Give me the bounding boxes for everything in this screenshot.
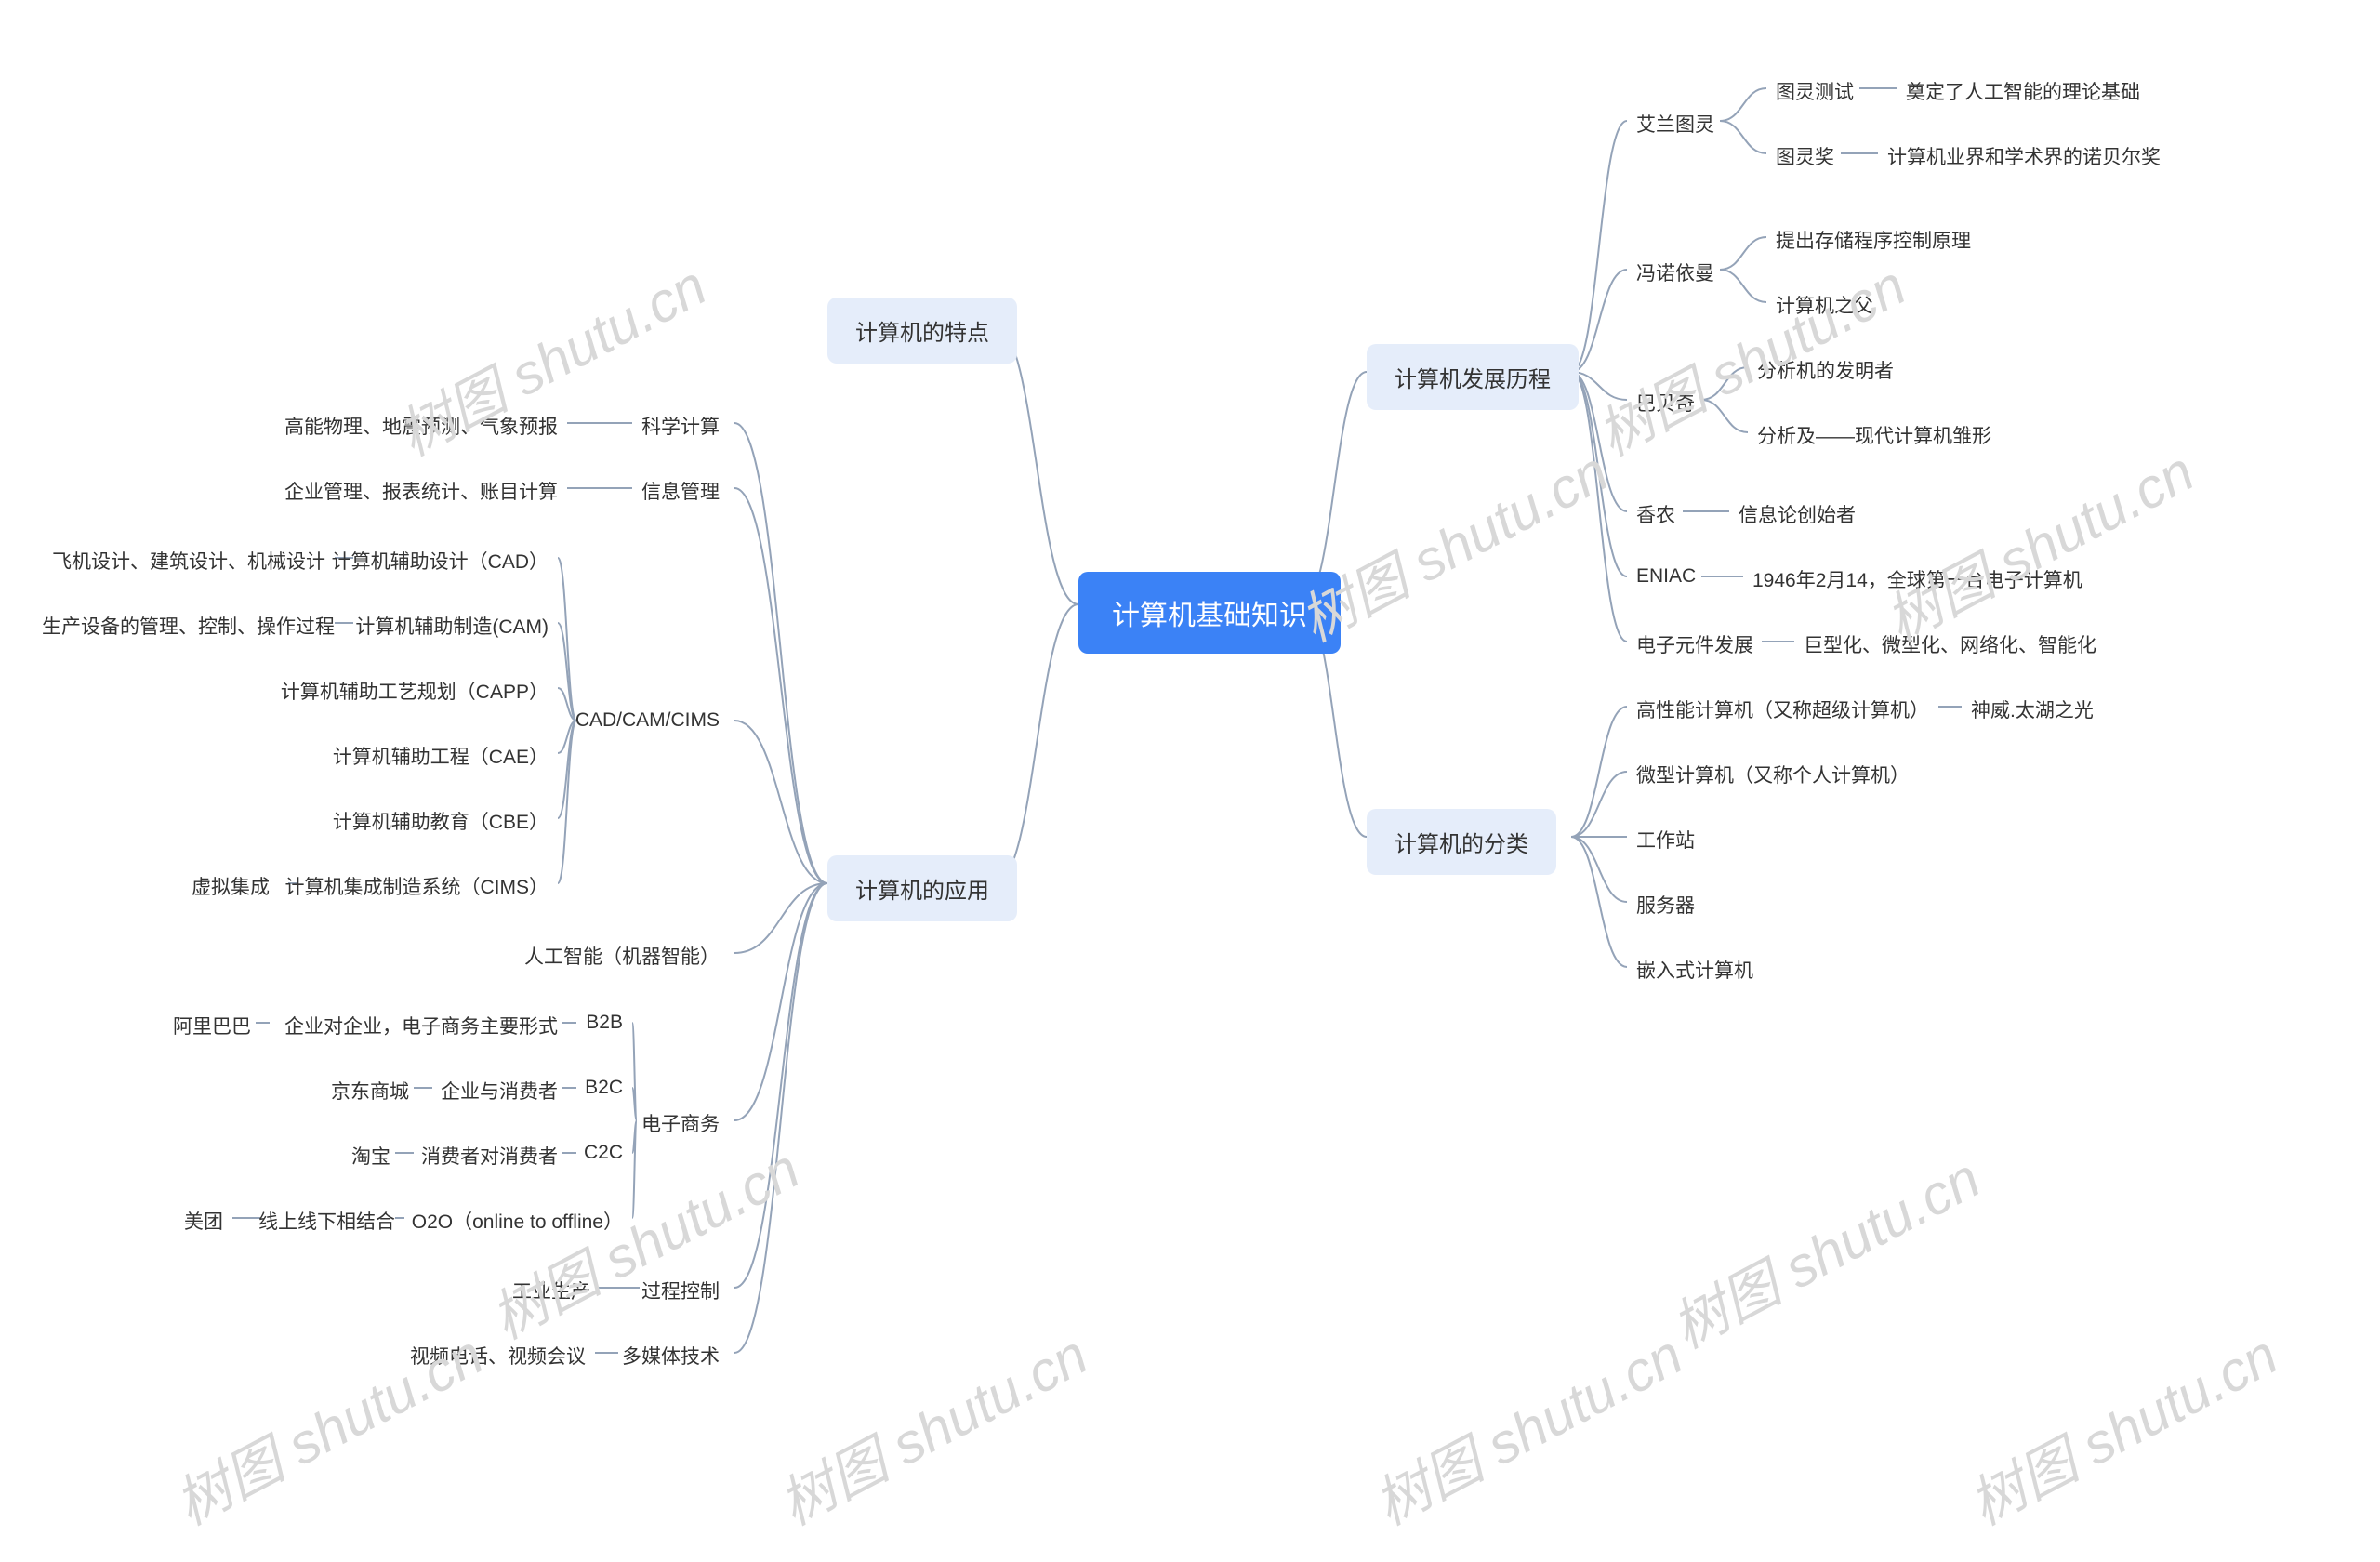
branch-features[interactable]: 计算机的特点 xyxy=(827,298,1017,364)
leaf-cae[interactable]: 计算机辅助工程（CAE） xyxy=(333,742,549,770)
leaf-c2c-desc[interactable]: 消费者对消费者 xyxy=(421,1142,558,1170)
leaf-cad[interactable]: 计算机辅助设计（CAD） xyxy=(332,547,549,575)
watermark: 树图 shutu.cn xyxy=(1358,1311,1695,1541)
leaf-b2c[interactable]: B2C xyxy=(585,1077,623,1099)
leaf-multimedia[interactable]: 多媒体技术 xyxy=(622,1342,720,1370)
branch-history[interactable]: 计算机发展历程 xyxy=(1367,344,1579,410)
leaf-eniac[interactable]: ENIAC xyxy=(1636,565,1696,588)
leaf-process[interactable]: 过程控制 xyxy=(641,1277,720,1304)
leaf-o2o-ex[interactable]: 美团 xyxy=(184,1207,223,1235)
leaf-embedded[interactable]: 嵌入式计算机 xyxy=(1636,956,1753,984)
branch-application[interactable]: 计算机的应用 xyxy=(827,855,1017,921)
leaf-workstation[interactable]: 工作站 xyxy=(1636,826,1695,854)
watermark: 树图 shutu.cn xyxy=(1870,428,2206,657)
leaf-electronic-desc[interactable]: 巨型化、微型化、网络化、智能化 xyxy=(1804,630,2096,658)
leaf-cad-desc[interactable]: 飞机设计、建筑设计、机械设计 xyxy=(52,547,325,575)
leaf-ai[interactable]: 人工智能（机器智能） xyxy=(524,942,720,970)
leaf-babbage[interactable]: 巴贝奇 xyxy=(1636,389,1695,417)
leaf-multimedia-desc[interactable]: 视频电话、视频会议 xyxy=(410,1342,586,1370)
watermark: 树图 shutu.cn xyxy=(1656,1134,1992,1364)
leaf-process-desc[interactable]: 工业生产 xyxy=(512,1277,590,1304)
leaf-vonneumann[interactable]: 冯诺依曼 xyxy=(1636,258,1714,286)
leaf-infomgmt[interactable]: 信息管理 xyxy=(641,477,720,505)
leaf-father[interactable]: 计算机之父 xyxy=(1776,291,1873,319)
leaf-electronic[interactable]: 电子元件发展 xyxy=(1636,630,1753,658)
leaf-cims[interactable]: 计算机集成制造系统（CIMS） xyxy=(285,872,549,900)
leaf-science-desc[interactable]: 高能物理、地震预测、气象预报 xyxy=(284,412,558,440)
leaf-c2c-ex[interactable]: 淘宝 xyxy=(351,1142,390,1170)
leaf-c2c[interactable]: C2C xyxy=(584,1142,623,1164)
leaf-o2o[interactable]: O2O（online to offline） xyxy=(412,1207,623,1235)
leaf-server[interactable]: 服务器 xyxy=(1636,891,1695,919)
leaf-cam[interactable]: 计算机辅助制造(CAM) xyxy=(355,612,549,640)
leaf-o2o-desc[interactable]: 线上线下相结合 xyxy=(258,1207,395,1235)
branch-category[interactable]: 计算机的分类 xyxy=(1367,809,1556,875)
connector-layer xyxy=(0,0,2380,1562)
leaf-turingtest-desc[interactable]: 奠定了人工智能的理论基础 xyxy=(1906,77,2140,105)
leaf-cam-desc[interactable]: 生产设备的管理、控制、操作过程 xyxy=(42,612,335,640)
leaf-b2b-ex[interactable]: 阿里巴巴 xyxy=(173,1012,251,1039)
leaf-turingtest[interactable]: 图灵测试 xyxy=(1776,77,1854,105)
leaf-micro[interactable]: 微型计算机（又称个人计算机） xyxy=(1636,761,1910,788)
leaf-cadcam[interactable]: CAD/CAM/CIMS xyxy=(575,709,720,732)
leaf-b2b-desc[interactable]: 企业对企业，电子商务主要形式 xyxy=(284,1012,558,1039)
leaf-b2b[interactable]: B2B xyxy=(586,1012,623,1034)
leaf-hpc[interactable]: 高性能计算机（又称超级计算机） xyxy=(1636,695,1929,723)
leaf-turingaward-desc[interactable]: 计算机业界和学术界的诺贝尔奖 xyxy=(1887,142,2161,170)
leaf-analyzer[interactable]: 分析机的发明者 xyxy=(1757,356,1894,384)
leaf-cbe[interactable]: 计算机辅助教育（CBE） xyxy=(333,807,549,835)
leaf-hpc-desc[interactable]: 神威.太湖之光 xyxy=(1971,695,2094,723)
leaf-eniac-desc[interactable]: 1946年2月14，全球第一台电子计算机 xyxy=(1752,565,2082,593)
mindmap-root[interactable]: 计算机基础知识 xyxy=(1078,572,1341,654)
leaf-capp[interactable]: 计算机辅助工艺规划（CAPP） xyxy=(281,677,549,705)
leaf-b2c-desc[interactable]: 企业与消费者 xyxy=(441,1077,558,1105)
leaf-cims-desc[interactable]: 虚拟集成 xyxy=(192,872,270,900)
leaf-turing[interactable]: 艾兰图灵 xyxy=(1636,110,1714,138)
watermark: 树图 shutu.cn xyxy=(1953,1311,2290,1541)
watermark: 树图 shutu.cn xyxy=(763,1311,1100,1541)
leaf-storedprog[interactable]: 提出存储程序控制原理 xyxy=(1776,226,1971,254)
leaf-science[interactable]: 科学计算 xyxy=(641,412,720,440)
leaf-turingaward[interactable]: 图灵奖 xyxy=(1776,142,1834,170)
leaf-analyzer2[interactable]: 分析及——现代计算机雏形 xyxy=(1757,421,1991,449)
leaf-ecommerce[interactable]: 电子商务 xyxy=(641,1109,720,1137)
leaf-infomgmt-desc[interactable]: 企业管理、报表统计、账目计算 xyxy=(284,477,558,505)
leaf-b2c-ex[interactable]: 京东商城 xyxy=(331,1077,409,1105)
leaf-shannon-desc[interactable]: 信息论创始者 xyxy=(1739,500,1856,528)
leaf-shannon[interactable]: 香农 xyxy=(1636,500,1675,528)
